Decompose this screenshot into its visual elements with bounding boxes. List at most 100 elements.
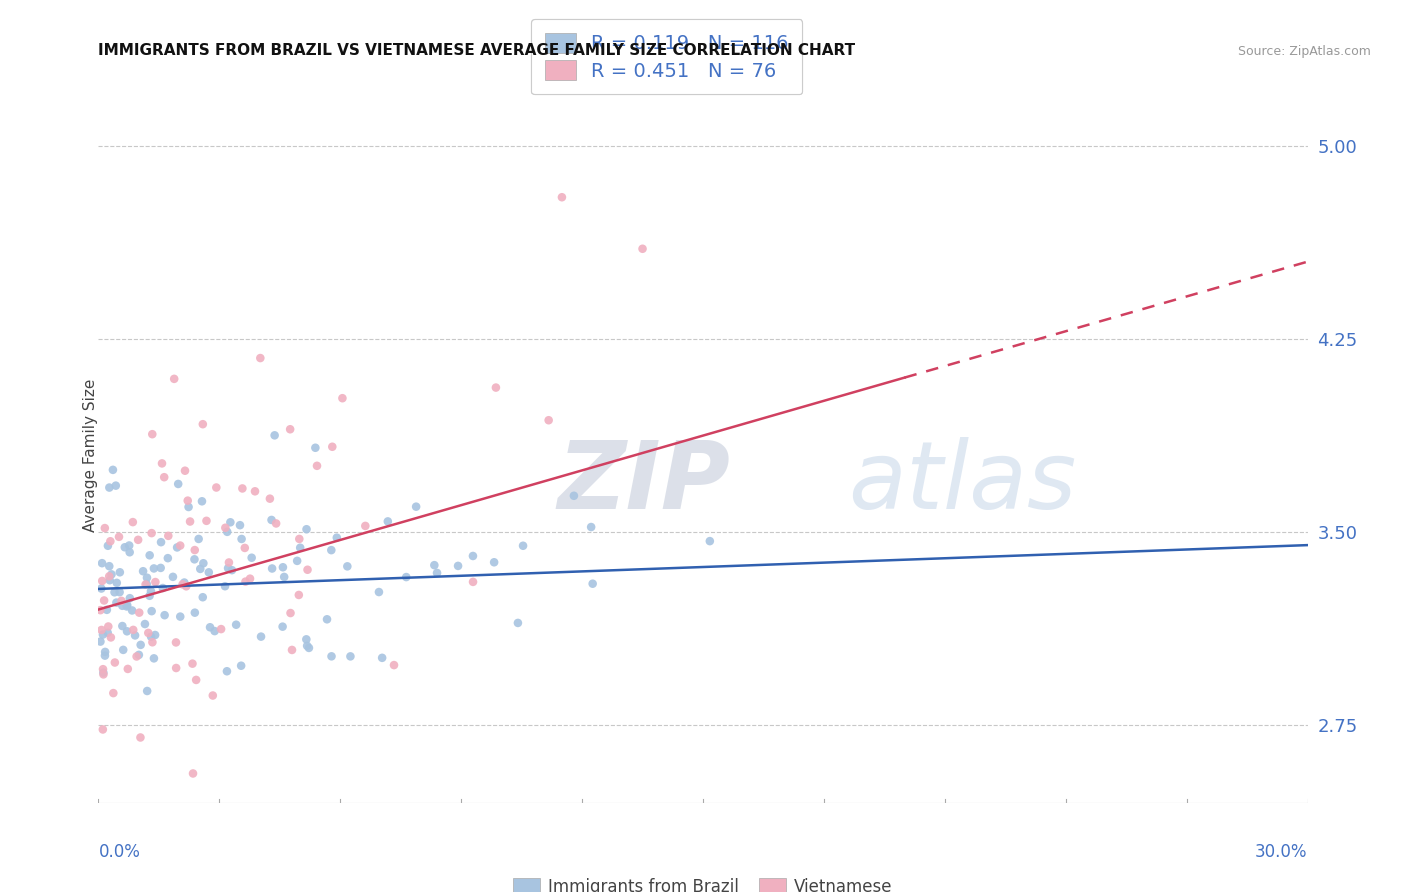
Point bbox=[174, 579, 197, 593]
Point bbox=[115, 624, 138, 639]
Point bbox=[537, 413, 560, 427]
Point bbox=[141, 526, 163, 541]
Point bbox=[136, 626, 159, 640]
Point bbox=[104, 656, 127, 670]
Point bbox=[321, 440, 343, 454]
Point bbox=[93, 593, 115, 607]
Point bbox=[97, 625, 120, 640]
Point bbox=[461, 549, 484, 563]
Point bbox=[112, 643, 135, 657]
Point bbox=[169, 609, 191, 624]
Point bbox=[280, 606, 302, 620]
Point bbox=[90, 582, 112, 596]
Point bbox=[149, 561, 172, 575]
Point bbox=[297, 563, 319, 577]
Point bbox=[204, 624, 226, 639]
Point bbox=[305, 458, 328, 473]
Point bbox=[136, 571, 159, 585]
Point bbox=[156, 551, 179, 566]
Point bbox=[105, 575, 128, 590]
Point bbox=[94, 648, 117, 663]
Point bbox=[239, 572, 262, 586]
Point bbox=[96, 603, 118, 617]
Point bbox=[104, 478, 127, 492]
Point bbox=[98, 569, 121, 583]
Point bbox=[188, 562, 211, 576]
Point bbox=[98, 481, 121, 495]
Point bbox=[461, 574, 484, 589]
Point bbox=[91, 627, 114, 641]
Point bbox=[285, 554, 308, 568]
Point bbox=[215, 665, 238, 679]
Point bbox=[271, 560, 294, 574]
Point bbox=[281, 643, 304, 657]
Point bbox=[111, 619, 134, 633]
Point bbox=[191, 591, 214, 605]
Point bbox=[354, 519, 377, 533]
Point bbox=[304, 441, 326, 455]
Point bbox=[295, 632, 318, 647]
Point bbox=[183, 552, 205, 566]
Point bbox=[91, 574, 114, 588]
Point bbox=[129, 638, 152, 652]
Point bbox=[225, 617, 247, 632]
Point bbox=[368, 585, 391, 599]
Point bbox=[485, 381, 508, 395]
Point bbox=[97, 539, 120, 553]
Point bbox=[184, 543, 207, 558]
Point bbox=[121, 603, 143, 617]
Point bbox=[235, 574, 257, 589]
Point bbox=[217, 561, 239, 575]
Point bbox=[562, 489, 585, 503]
Point bbox=[263, 428, 285, 442]
Point bbox=[103, 585, 125, 599]
Text: IMMIGRANTS FROM BRAZIL VS VIETNAMESE AVERAGE FAMILY SIZE CORRELATION CHART: IMMIGRANTS FROM BRAZIL VS VIETNAMESE AVE… bbox=[98, 43, 855, 58]
Point bbox=[150, 535, 173, 549]
Point bbox=[89, 634, 111, 648]
Y-axis label: Average Family Size: Average Family Size bbox=[83, 378, 97, 532]
Point bbox=[405, 500, 427, 514]
Text: ZIP: ZIP bbox=[558, 437, 731, 529]
Point bbox=[382, 658, 405, 673]
Point bbox=[122, 623, 145, 637]
Point bbox=[111, 599, 134, 613]
Point bbox=[153, 470, 176, 484]
Point bbox=[198, 566, 221, 580]
Text: Source: ZipAtlas.com: Source: ZipAtlas.com bbox=[1237, 45, 1371, 58]
Point bbox=[273, 570, 295, 584]
Point bbox=[395, 570, 418, 584]
Point bbox=[582, 576, 605, 591]
Point bbox=[165, 635, 187, 649]
Point bbox=[231, 658, 253, 673]
Point bbox=[179, 515, 201, 529]
Point bbox=[631, 242, 654, 256]
Point bbox=[103, 686, 125, 700]
Point bbox=[336, 559, 359, 574]
Point bbox=[138, 549, 160, 563]
Point bbox=[298, 640, 321, 655]
Point bbox=[128, 648, 150, 662]
Point bbox=[91, 556, 114, 570]
Point bbox=[243, 484, 266, 499]
Point bbox=[209, 622, 232, 636]
Point bbox=[447, 558, 470, 573]
Point bbox=[105, 596, 128, 610]
Point bbox=[195, 514, 218, 528]
Point bbox=[377, 515, 399, 529]
Point bbox=[316, 612, 339, 626]
Point bbox=[132, 564, 155, 578]
Point bbox=[153, 608, 176, 623]
Point bbox=[141, 604, 163, 618]
Point bbox=[423, 558, 446, 573]
Point bbox=[125, 649, 148, 664]
Point bbox=[231, 532, 253, 546]
Point bbox=[118, 539, 141, 553]
Point bbox=[260, 513, 283, 527]
Legend: R = 0.119   N = 116, R = 0.451   N = 76: R = 0.119 N = 116, R = 0.451 N = 76 bbox=[531, 20, 803, 95]
Point bbox=[173, 575, 195, 590]
Point bbox=[167, 477, 190, 491]
Point bbox=[187, 532, 209, 546]
Point bbox=[117, 662, 139, 676]
Point bbox=[135, 577, 157, 591]
Point bbox=[127, 533, 149, 547]
